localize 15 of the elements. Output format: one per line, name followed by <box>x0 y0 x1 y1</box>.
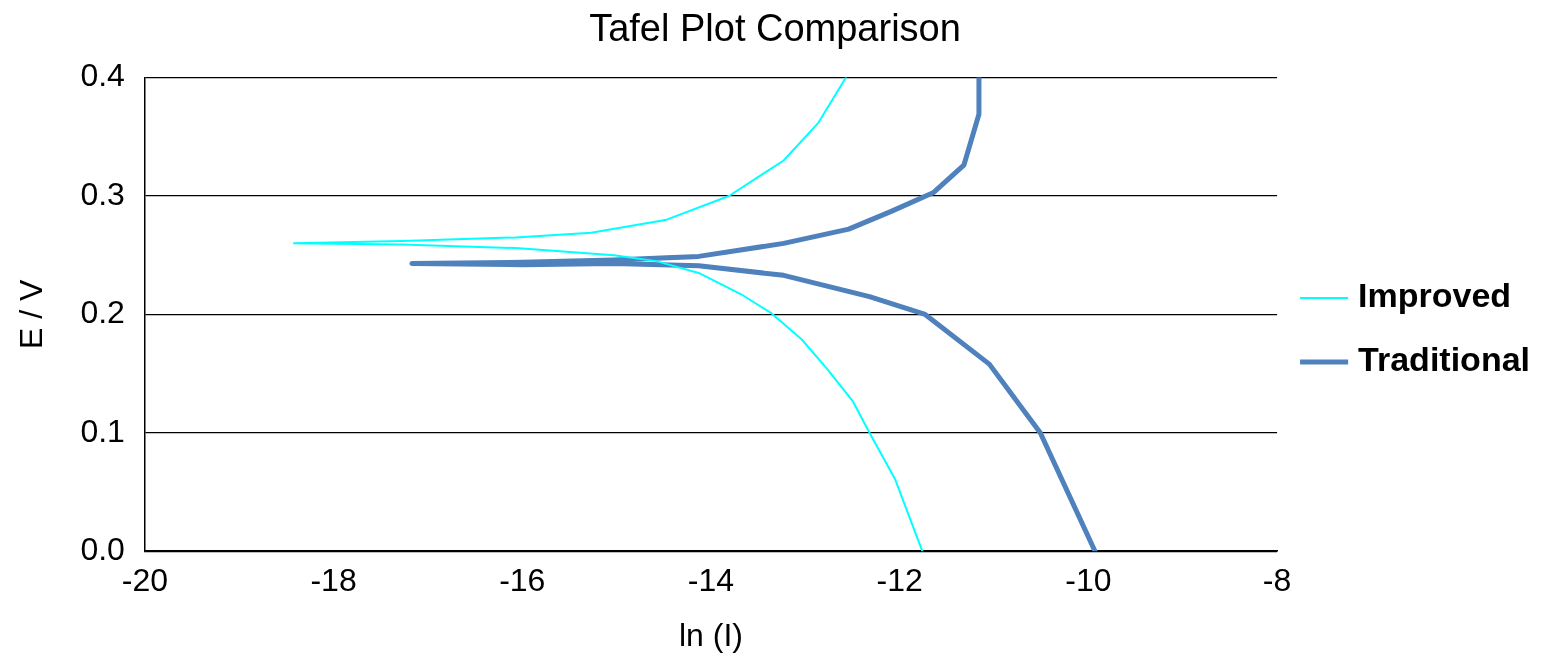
x-tick-label: -14 <box>687 562 735 599</box>
y-tick-label: 0.2 <box>80 294 125 331</box>
x-tick-label: -10 <box>1065 562 1112 599</box>
x-tick-label: -8 <box>1262 562 1292 599</box>
legend-label: Traditional <box>1358 340 1531 379</box>
y-tick-label: 0.4 <box>80 57 125 94</box>
chart-title: Tafel Plot Comparison <box>589 7 961 50</box>
y-axis-title: E / V <box>13 279 50 350</box>
x-tick-label: -18 <box>310 562 357 599</box>
y-tick-label: 0.3 <box>80 175 125 212</box>
x-tick-label: -12 <box>876 562 923 599</box>
y-tick-label: 0.1 <box>80 412 125 449</box>
legend-label: Improved <box>1358 276 1512 315</box>
x-tick-label: -16 <box>499 562 546 599</box>
x-axis-title: ln (I) <box>678 616 743 653</box>
